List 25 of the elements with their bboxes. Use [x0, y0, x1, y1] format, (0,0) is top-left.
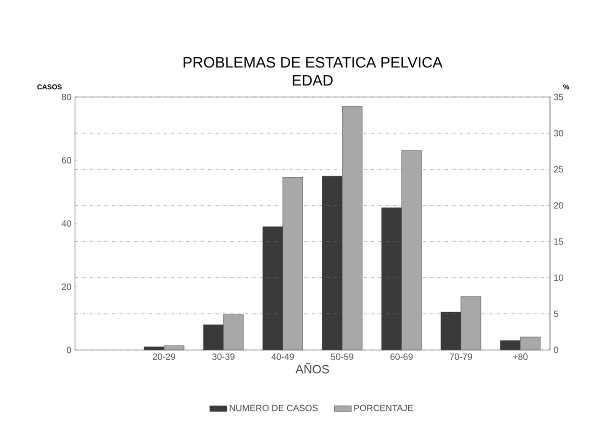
- x-tick-label: 20-29: [153, 354, 176, 360]
- y-tick-label: 40: [62, 220, 72, 227]
- legend-label: NUMERO DE CASOS: [230, 404, 318, 412]
- y-tick-label: 60: [62, 157, 72, 164]
- y2-tick-label: 10: [554, 274, 564, 281]
- y2-tick-label: 0: [554, 346, 558, 354]
- x-tick-label: 50-59: [331, 354, 354, 360]
- chart-subtitle: EDAD: [292, 75, 333, 86]
- x-tick-label: 60-69: [390, 354, 413, 360]
- y-tick-label: 80: [62, 94, 72, 100]
- y-tick-label: 20: [62, 284, 72, 290]
- x-tick-label: 70-79: [450, 354, 472, 360]
- x-axis-title: AÑOS: [296, 362, 329, 374]
- y2-tick-label: 20: [554, 202, 564, 209]
- y2-tick-label: 15: [554, 238, 564, 245]
- y-tick-label: 0: [66, 346, 72, 354]
- chart-title: PROBLEMAS DE ESTATICA PELVICA: [184, 57, 443, 68]
- y2-tick-label: 35: [554, 94, 564, 100]
- y2-tick-label: 25: [554, 166, 564, 172]
- x-tick-label: 30-39: [212, 354, 235, 360]
- x-tick-label: +80: [513, 354, 528, 360]
- legend-label: PORCENTAJE: [354, 404, 414, 412]
- y2-tick-label: 5: [554, 310, 558, 318]
- x-tick-label: 40-49: [272, 354, 294, 360]
- y2-tick-label: 30: [554, 130, 564, 136]
